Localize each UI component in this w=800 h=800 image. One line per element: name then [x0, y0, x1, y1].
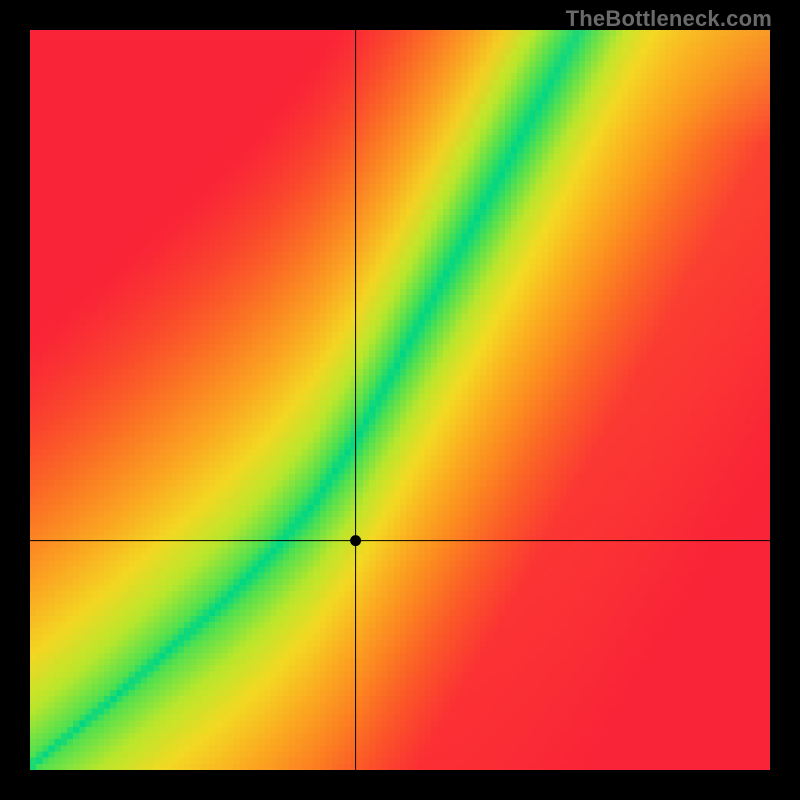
source-watermark: TheBottleneck.com: [566, 6, 772, 32]
crosshair-marker: [350, 535, 361, 546]
crosshair-overlay: [30, 30, 770, 770]
plot-area: [30, 30, 770, 770]
chart-container: TheBottleneck.com: [0, 0, 800, 800]
